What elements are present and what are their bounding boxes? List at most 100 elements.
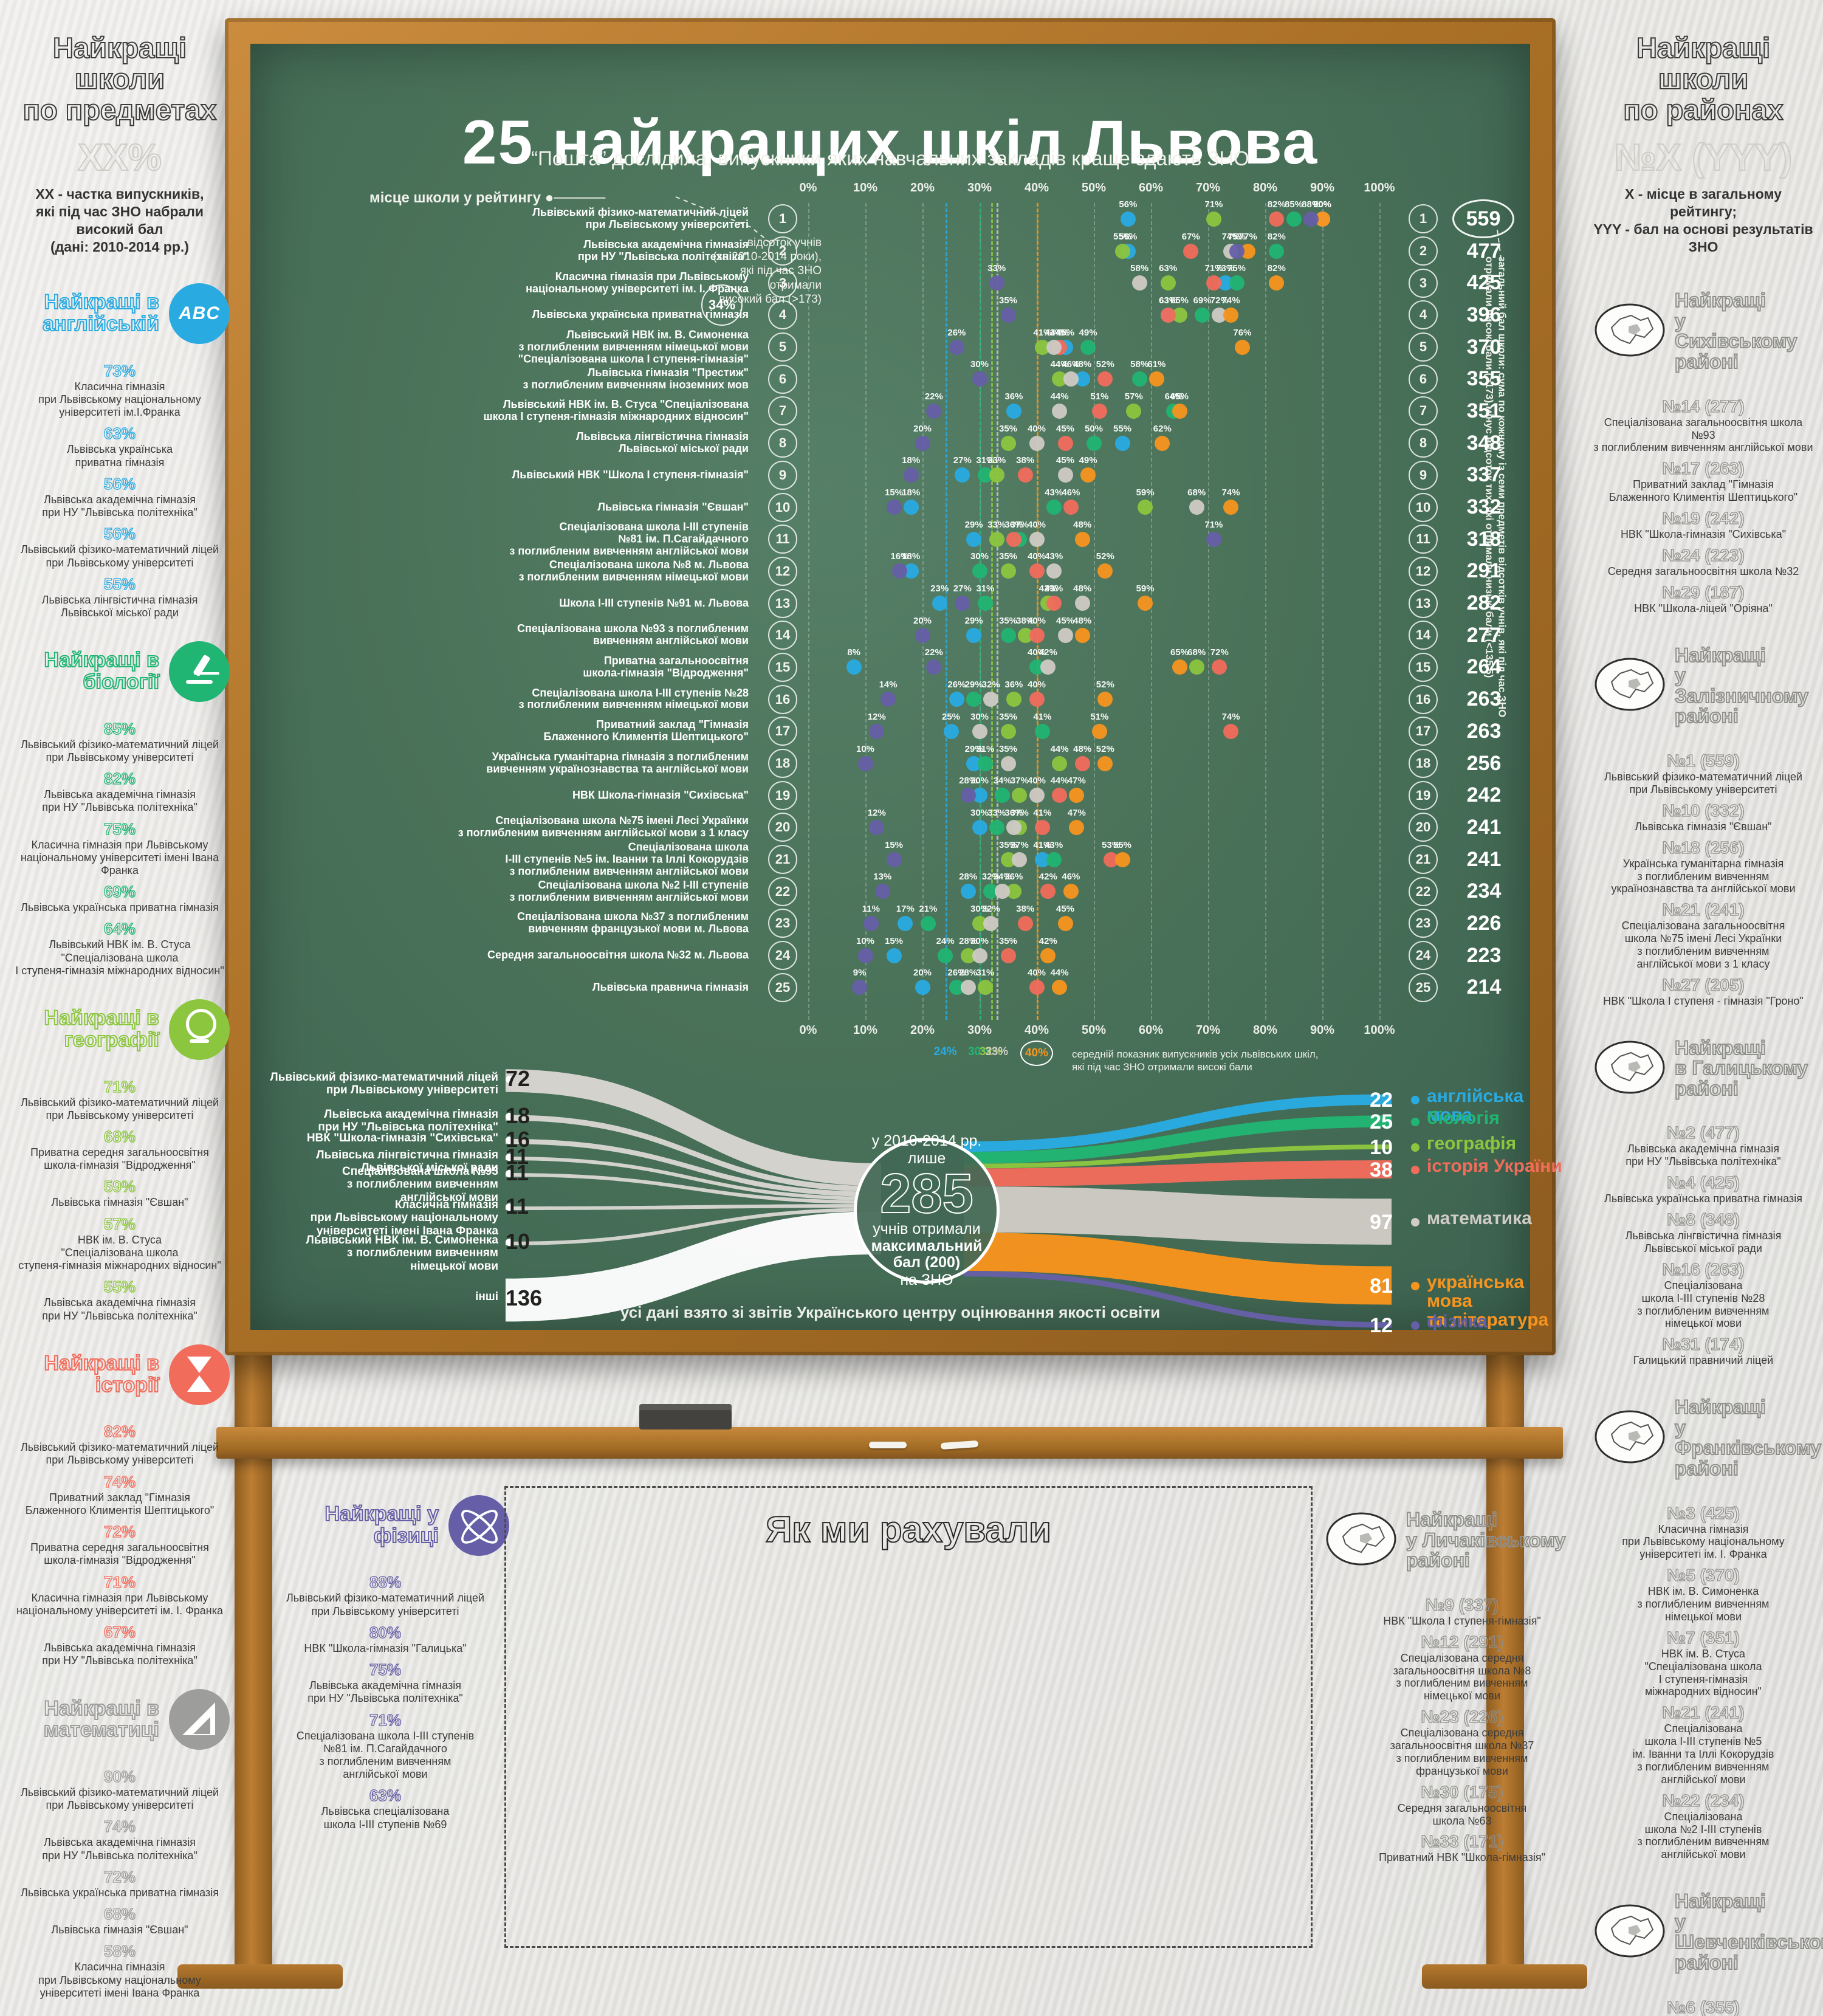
axis-tick-label: 40% <box>1024 1023 1049 1037</box>
dot-value-label: 35% <box>998 295 1018 306</box>
rank-badge-left: 9 <box>768 460 797 490</box>
dot-value-label: 64% <box>1164 391 1183 402</box>
subject-score-dot: 31% <box>976 744 994 771</box>
subject-score-dot: 30% <box>970 936 989 963</box>
dot-value-label: 15% <box>884 487 904 498</box>
dot-track: 36% 64% 57% 51% 44% 65% 22% <box>808 391 1379 427</box>
dot-value-label: 16% <box>890 551 909 562</box>
district-school: №16 (263) Спеціалізована школа І-ІІІ сту… <box>1593 1259 1813 1330</box>
school-row: Спеціалізована школа №37 з поглибленим в… <box>250 903 1530 940</box>
rank-badge-right: 13 <box>1409 588 1438 618</box>
subject-score-dot: 62% <box>1153 424 1172 451</box>
dot-value-label: 30% <box>970 711 989 722</box>
subject-percent: 55% <box>103 574 136 593</box>
subject-section: Найкращі в мові та літературі 90% Львівс… <box>10 2009 230 2016</box>
subject-top-school: 72% Приватна середня загальноосвітня шко… <box>10 1522 230 1567</box>
dot-value-label: 44% <box>1050 776 1069 786</box>
dot-value-label: 32% <box>981 679 1000 690</box>
rank-badge-right: 19 <box>1409 780 1438 810</box>
subject-score-dot: 31% <box>976 583 994 611</box>
average-value: 40% <box>1020 1041 1054 1066</box>
right-sidebar-note: X - місце в загальному рейтингу; YYY - б… <box>1593 186 1813 255</box>
dot-value-label: 9% <box>853 968 867 979</box>
dot-value-label: 37% <box>1010 519 1029 530</box>
dot-value-label: 49% <box>1079 455 1097 466</box>
district-title: Найкращі у Франківському районі <box>1674 1396 1822 1479</box>
flow-subject-label: англійська мова <box>1427 1086 1524 1125</box>
dot-value-label: 68% <box>1187 647 1206 658</box>
dot-value-label: 11% <box>862 903 880 914</box>
school-total-score: 351 <box>1466 399 1502 422</box>
dot-value-label: 35% <box>998 423 1018 434</box>
school-total-score: 348 <box>1466 431 1502 455</box>
subject-sections: Найкращі в англійській 73% Класична гімн… <box>10 271 230 2016</box>
school-total-score: 263 <box>1466 687 1502 711</box>
rank-badge-right: 9 <box>1409 460 1438 490</box>
dot-value-label: 57% <box>1124 391 1143 402</box>
subject-score-dot: 35% <box>999 424 1017 451</box>
dot-value-label: 74% <box>1221 711 1240 722</box>
subject-icon <box>169 999 230 1060</box>
district-school-name: Львівський фізико-математичний ліцей при… <box>1604 771 1803 796</box>
school-name: Спеціалізована школа №2 І-ІІІ ступенів з… <box>509 878 749 903</box>
flow-school-count: 11 <box>506 1160 529 1185</box>
subject-icon-circle <box>169 283 230 344</box>
subject-percent: 57% <box>103 1214 136 1233</box>
subject-score-dot: 35% <box>999 936 1017 963</box>
dot-value-label: 75% <box>1227 263 1246 274</box>
district-school-rank: №33 (171) <box>1421 1832 1504 1851</box>
district-school-rank: №8 (348) <box>1666 1209 1740 1230</box>
source-note: усі дані взято зі звітів Українського це… <box>620 1303 1161 1321</box>
subject-score-dot: 32% <box>982 904 1000 931</box>
subject-score-dot: 20% <box>913 616 932 643</box>
subject-score-dot: 20% <box>913 968 932 996</box>
axis-tick-label: 80% <box>1252 181 1278 194</box>
dot-value-label: 26% <box>947 679 966 690</box>
subject-percent: 56% <box>103 525 136 543</box>
dot-value-label: 38% <box>1016 455 1035 466</box>
dot-track: 26% 29% 36% 40% 32% 52% 14% <box>808 679 1379 715</box>
flow-school-node: Львівський фізико-математичний ліцей при… <box>255 1066 530 1097</box>
axis-tick-label: 20% <box>910 1023 935 1037</box>
district-school-rank: №29 (187) <box>1662 582 1745 602</box>
dot-value-label: 18% <box>902 455 921 466</box>
right-sidebar-title: Найкращі школи по районах <box>1622 32 1784 126</box>
subject-score-dot: 28% <box>959 872 977 900</box>
average-value: 30% <box>967 1045 992 1058</box>
dot-track: 30% 33% 37% 41% 36% 47% 12% <box>808 808 1379 844</box>
subject-score-dot: 41% <box>1033 808 1051 835</box>
school-row: Приватна загальноосвітня школа-гімназія … <box>250 647 1530 684</box>
dot-value-label: 40% <box>1027 647 1046 658</box>
dot-value-label: 71% <box>1204 519 1223 530</box>
district-school: №3 (425) Класична гімназія при Львівсько… <box>1593 1503 1813 1561</box>
subject-score-dot: 44% <box>1051 744 1069 771</box>
subject-score-dot: 33% <box>987 808 1006 835</box>
dot-value-label: 40% <box>1027 551 1046 562</box>
subject-score-dot: 33% <box>987 263 1006 291</box>
flow-school-count: 11 <box>506 1194 529 1219</box>
subject-top-school: 68% Львівська гімназія "Євшан" <box>10 1904 230 1936</box>
dot-value-label: 90% <box>1313 199 1332 210</box>
dot-value-label: 23% <box>930 583 949 594</box>
rank-badge-left: 12 <box>768 556 797 586</box>
dot-value-label: 49% <box>1079 327 1097 338</box>
school-name: Класична гімназія при Львівському націон… <box>526 270 749 295</box>
subject-score-dot: 18% <box>902 455 920 483</box>
subject-score-dot: 29% <box>965 679 983 707</box>
subject-score-dot: 28% <box>959 968 977 996</box>
dot-track: 56% 85% 71% 82% 90% 90% 88% <box>808 199 1379 235</box>
flow-center-line: у 2010-2014 рр. <box>871 1132 982 1150</box>
subject-percent: 74% <box>103 1472 136 1491</box>
district-school-rank: №24 (223) <box>1662 545 1745 565</box>
dot-value-label: 45% <box>1056 615 1075 626</box>
district-school-name: НВК ім. В. Стуса "Спеціалізована школа І… <box>1644 1647 1762 1698</box>
flow-school-label: Львівський НВК ім. В. Симоненка з поглиб… <box>306 1234 498 1273</box>
district-school-name: Спеціалізована середня загальноосвітня ш… <box>1393 1651 1531 1702</box>
district-section: Найкращі у Франківському районі №3 (425)… <box>1593 1378 1822 1861</box>
subject-section: Найкращі в історії 82% Львівський фізико… <box>10 1332 230 1668</box>
school-total-score: 241 <box>1466 815 1502 839</box>
subject-score-dot: 10% <box>856 936 874 963</box>
district-school: №29 (187) НВК "Школа-ліцей "Оріяна" <box>1593 582 1813 615</box>
school-name: Львівська гімназія "Престиж" з поглиблен… <box>523 366 749 391</box>
axis-tick-label: 10% <box>853 1023 878 1037</box>
